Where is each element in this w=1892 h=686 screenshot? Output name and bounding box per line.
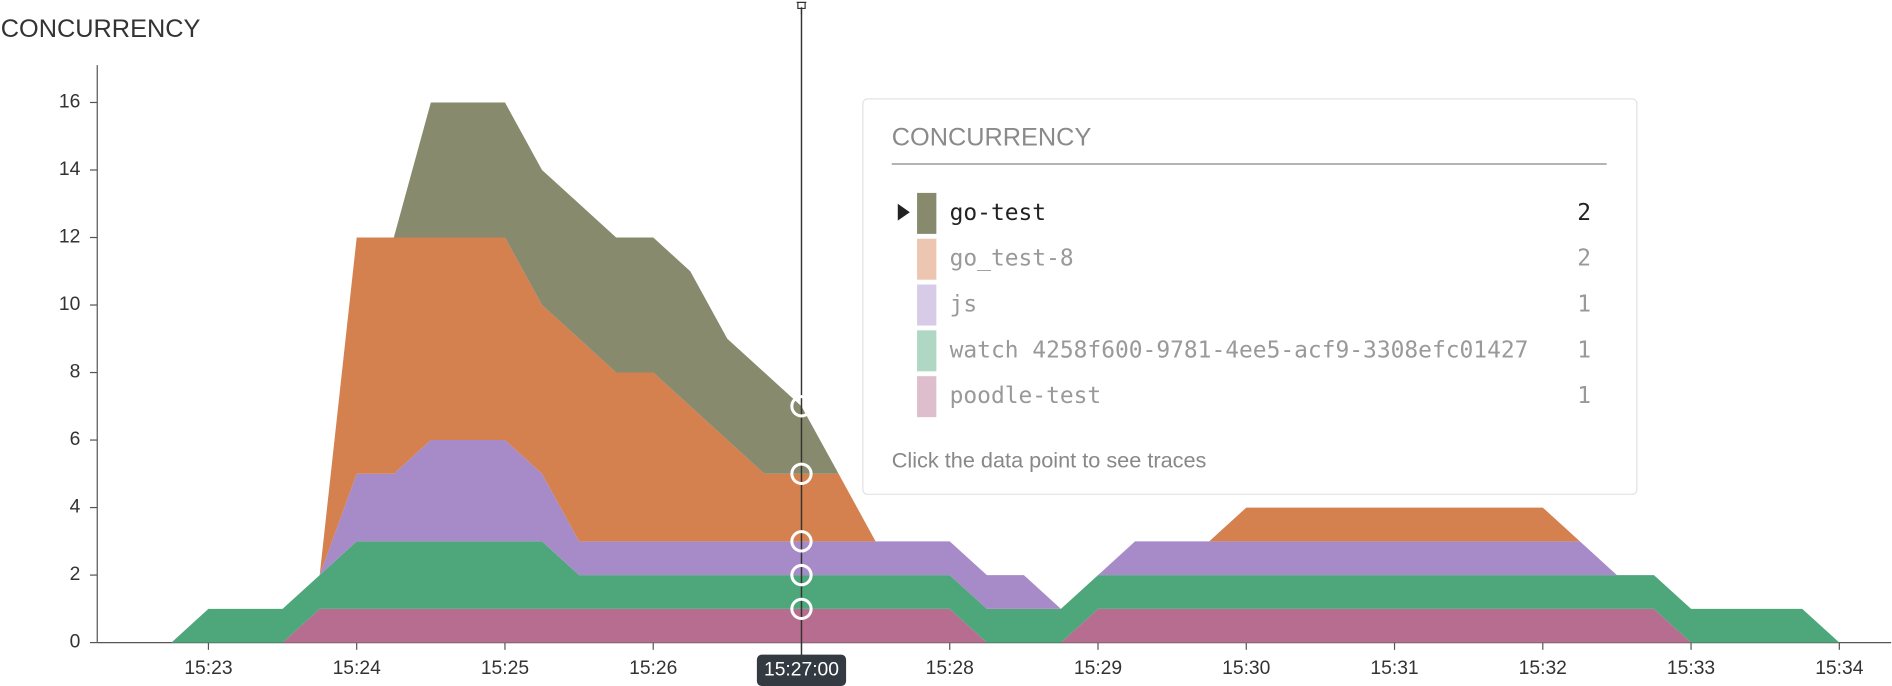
legend-swatch	[917, 284, 937, 326]
legend-label: go_test-8	[950, 246, 1074, 272]
tooltip-hint: Click the data point to see traces	[892, 447, 1207, 472]
cursor-point	[790, 563, 813, 587]
x-tick-label: 15:32	[1519, 658, 1567, 679]
tooltip-value: 1	[1577, 292, 1591, 318]
x-tick-label: 15:25	[481, 658, 529, 679]
chart-title: CONCURRENCY	[1, 15, 201, 43]
y-tick-label: 4	[70, 497, 81, 518]
pin-icon	[796, 1, 807, 15]
x-tick-label: 15:31	[1370, 658, 1418, 679]
legend-swatch	[917, 192, 937, 234]
row-marker	[897, 203, 910, 221]
legend-swatch	[917, 376, 937, 418]
y-tick-label: 0	[70, 632, 81, 653]
x-tick-label: 15:24	[333, 658, 381, 679]
legend-label: poodle-test	[950, 383, 1102, 409]
cursor-point	[790, 395, 813, 418]
x-tick-label: 15:29	[1074, 658, 1122, 679]
legend-label: js	[950, 292, 978, 318]
cursor-point	[790, 597, 813, 620]
legend-swatch	[917, 238, 937, 280]
cursor-point	[790, 530, 813, 553]
y-tick-label: 12	[59, 227, 80, 248]
x-tick-label: 15:33	[1667, 658, 1715, 679]
overlay: 15:27:00	[756, 1, 847, 686]
legend-label: watch 4258f600-9781-4ee5-acf9-3308efc014…	[950, 337, 1529, 363]
tooltip-value: 2	[1577, 200, 1591, 226]
x-tick-label: 15:28	[926, 658, 974, 679]
tooltip-box	[862, 98, 1638, 495]
x-tick-label: 15:34	[1815, 658, 1863, 679]
cursor-point	[790, 462, 813, 485]
area	[134, 608, 1840, 643]
cursor-label: 15:27:00	[764, 659, 839, 680]
tooltip: CONCURRENCY Click the data point to see …	[862, 98, 1638, 495]
y-tick-label: 2	[70, 564, 81, 585]
y-tick-label: 8	[70, 362, 81, 383]
tooltip-value: 1	[1577, 337, 1591, 363]
x-tick-label: 15:23	[184, 658, 232, 679]
x-tick-label: 15:26	[629, 658, 677, 679]
cursor-label-bg	[756, 654, 847, 686]
y-tick-label: 16	[59, 92, 80, 113]
y-tick-label: 14	[59, 159, 81, 180]
tooltip-value: 2	[1577, 246, 1591, 272]
tooltip-title: CONCURRENCY	[892, 123, 1092, 151]
legend-swatch	[917, 330, 937, 372]
area	[134, 102, 1840, 643]
x-tick-label: 15:30	[1222, 658, 1270, 679]
y-tick-label: 10	[59, 294, 80, 315]
area	[134, 237, 1840, 643]
plot-area: 024681012141615:2315:2415:2515:2615:2715…	[59, 65, 1892, 679]
tooltip-value: 1	[1577, 383, 1591, 409]
legend-label: go-test	[950, 200, 1046, 226]
area	[134, 541, 1840, 643]
y-tick-label: 6	[70, 429, 81, 450]
